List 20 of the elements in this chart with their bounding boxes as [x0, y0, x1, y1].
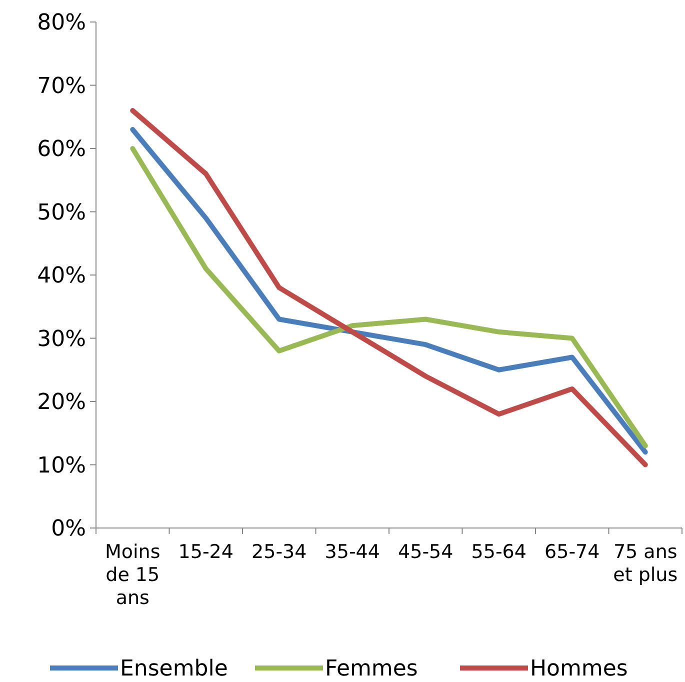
x-tick-label: 55-64	[471, 541, 526, 563]
y-tick-label: 70%	[37, 74, 86, 99]
y-tick-label: 40%	[37, 264, 86, 289]
x-tick-label: Moins de 15 ans	[105, 541, 160, 609]
x-tick-label: 35-44	[324, 541, 380, 563]
legend-label: Femmes	[325, 656, 418, 682]
y-tick-label: 20%	[37, 390, 86, 416]
y-tick-label: 80%	[37, 10, 86, 36]
legend-label: Hommes	[530, 656, 628, 682]
x-tick-label: 25-34	[252, 541, 307, 563]
x-tick-label: 75 ans et plus	[613, 541, 678, 586]
y-tick-label: 30%	[37, 326, 86, 352]
x-tick-label: 15-24	[178, 541, 234, 563]
y-tick-label: 50%	[37, 200, 86, 226]
y-tick-label: 60%	[37, 137, 86, 162]
y-tick-label: 10%	[37, 453, 86, 478]
x-tick-label: 45-54	[398, 541, 454, 563]
legend-label: Ensemble	[120, 656, 228, 682]
y-tick-label: 0%	[51, 516, 86, 542]
x-tick-label: 65-74	[544, 541, 600, 563]
